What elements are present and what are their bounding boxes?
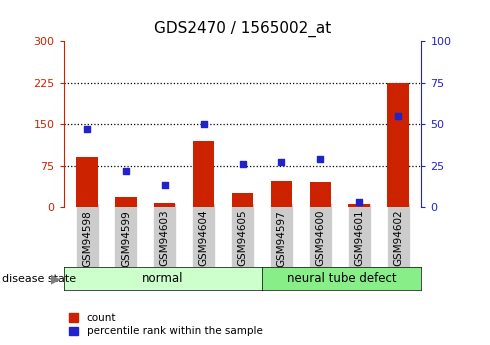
Text: normal: normal bbox=[142, 272, 184, 285]
Bar bbox=[232, 193, 253, 207]
Title: GDS2470 / 1565002_at: GDS2470 / 1565002_at bbox=[154, 21, 331, 37]
Point bbox=[394, 113, 402, 119]
Text: ▶: ▶ bbox=[51, 272, 61, 285]
Bar bbox=[310, 182, 331, 207]
Point bbox=[122, 168, 130, 173]
Point bbox=[83, 126, 91, 132]
Point bbox=[355, 199, 363, 205]
Point bbox=[317, 156, 324, 162]
Bar bbox=[154, 203, 175, 207]
Bar bbox=[193, 141, 214, 207]
Text: disease state: disease state bbox=[2, 274, 76, 284]
Bar bbox=[76, 157, 98, 207]
Legend: count, percentile rank within the sample: count, percentile rank within the sample bbox=[69, 313, 263, 336]
Text: neural tube defect: neural tube defect bbox=[287, 272, 397, 285]
Point bbox=[161, 183, 169, 188]
Bar bbox=[115, 197, 137, 207]
Point bbox=[200, 121, 208, 127]
Bar bbox=[388, 83, 409, 207]
Bar bbox=[271, 180, 292, 207]
Point bbox=[277, 159, 285, 165]
Bar bbox=[348, 204, 370, 207]
Point bbox=[239, 161, 246, 167]
